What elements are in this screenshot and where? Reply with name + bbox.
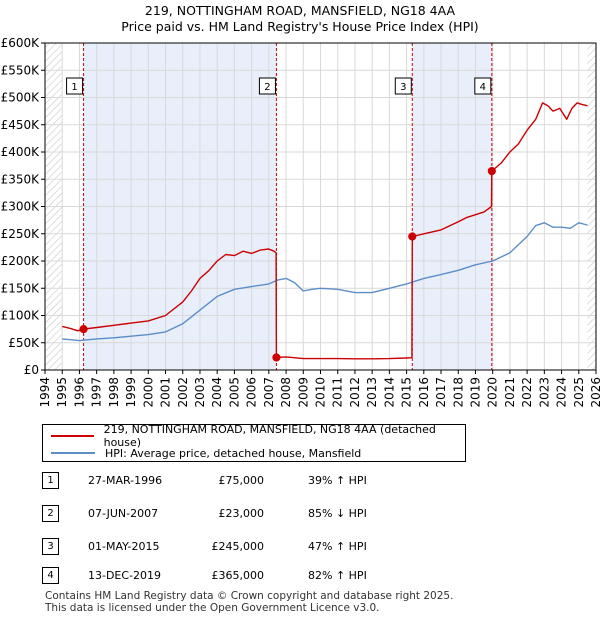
transaction-box-label: 3 xyxy=(400,82,406,93)
x-tick-label: 1994 xyxy=(38,377,52,408)
chart-legend: 219, NOTTINGHAM ROAD, MANSFIELD, NG18 4A… xyxy=(42,423,466,462)
transaction-box-label: 1 xyxy=(71,82,77,93)
x-tick-label: 1998 xyxy=(107,377,121,408)
x-tick-label: 1996 xyxy=(72,377,86,408)
x-tick-label: 1995 xyxy=(55,377,69,408)
legend-label-hpi: HPI: Average price, detached house, Mans… xyxy=(105,446,362,460)
copyright-line: Contains HM Land Registry data © Crown c… xyxy=(45,590,454,602)
transaction-row: 2 07-JUN-2007 £23,000 85% ↓ HPI xyxy=(42,505,462,523)
price-chart: £0 £50K £100K £150K £200K £250K £300K £350K £400… xyxy=(1,36,600,408)
x-tick-label: 2004 xyxy=(210,377,224,408)
x-tick-label: 2024 xyxy=(555,377,569,408)
y-tick-label: £150K xyxy=(1,281,41,295)
property-series-line xyxy=(62,102,588,360)
transaction-date: 27-MAR-1996 xyxy=(88,474,163,487)
x-tick-label: 2026 xyxy=(589,377,600,408)
x-tick-label: 2012 xyxy=(348,377,362,408)
y-tick-label: £250K xyxy=(1,227,41,241)
x-tick-label: 2010 xyxy=(314,377,328,408)
y-tick-label: £450K xyxy=(1,118,41,132)
x-tick-label: 2006 xyxy=(245,377,259,408)
x-tick-label: 2021 xyxy=(503,377,517,408)
y-tick-label: £350K xyxy=(1,172,41,186)
licence-line: This data is licensed under the Open Gov… xyxy=(45,602,380,614)
transaction-price: £23,000 xyxy=(218,507,265,520)
transaction-box xyxy=(394,77,412,95)
y-tick-label: £400K xyxy=(1,145,41,159)
transaction-row: 4 13-DEC-2019 £365,000 82% ↑ HPI xyxy=(42,567,462,585)
transaction-price: £75,000 xyxy=(218,474,265,487)
x-tick-label: 2009 xyxy=(296,377,310,408)
transaction-box-label: 2 xyxy=(264,82,270,93)
x-tick-label: 2015 xyxy=(400,377,414,408)
x-tick-label: 2013 xyxy=(365,377,379,408)
x-tick-label: 2002 xyxy=(176,377,190,408)
x-tick-label: 2017 xyxy=(434,377,448,408)
x-tick-label: 2023 xyxy=(537,377,551,408)
legend-item-property: 219, NOTTINGHAM ROAD, MANSFIELD, NG18 4A… xyxy=(51,423,465,449)
x-tick-label: 1997 xyxy=(90,377,104,408)
chart-subtitle: Price paid vs. HM Land Registry's House … xyxy=(121,19,479,34)
x-tick-label: 2007 xyxy=(262,377,276,408)
y-tick-label: £50K xyxy=(8,336,40,350)
sale-point xyxy=(79,325,88,334)
transaction-hpi: 82% ↑ HPI xyxy=(308,569,367,582)
y-tick-label: £600K xyxy=(1,36,41,50)
legend-swatch-hpi xyxy=(51,452,95,454)
x-tick-label: 2005 xyxy=(227,377,241,408)
x-tick-label: 1999 xyxy=(124,377,138,408)
x-tick-label: 2001 xyxy=(159,377,173,408)
y-tick-label: £550K xyxy=(1,63,41,77)
x-tick-label: 2016 xyxy=(417,377,431,408)
x-tick-label: 2011 xyxy=(331,377,345,408)
transaction-price: £365,000 xyxy=(211,569,265,582)
transaction-number: 4 xyxy=(42,567,59,584)
footer-notice: Contains HM Land Registry data © Crown c… xyxy=(45,590,453,614)
transaction-date: 07-JUN-2007 xyxy=(88,507,159,520)
transaction-row: 1 27-MAR-1996 £75,000 39% ↑ HPI xyxy=(42,472,462,490)
x-tick-label: 2008 xyxy=(279,377,293,408)
chart-title: 219, NOTTINGHAM ROAD, MANSFIELD, NG18 4A… xyxy=(144,3,456,18)
transaction-hpi: 47% ↑ HPI xyxy=(308,540,367,553)
y-tick-label: £300K xyxy=(1,200,41,214)
transaction-box-label: 4 xyxy=(480,82,486,93)
x-tick-label: 2022 xyxy=(520,377,534,408)
legend-label-property: 219, NOTTINGHAM ROAD, MANSFIELD, NG18 4A… xyxy=(103,423,436,449)
x-tick-label: 2003 xyxy=(193,377,207,408)
sale-point xyxy=(272,353,281,362)
hpi-series-line xyxy=(62,222,588,342)
transaction-hpi: 39% ↑ HPI xyxy=(308,474,367,487)
x-tick-label: 2019 xyxy=(468,377,482,408)
x-tick-label: 2025 xyxy=(572,377,586,408)
transaction-price: £245,000 xyxy=(211,540,265,553)
y-tick-label: £200K xyxy=(1,254,41,268)
transaction-number: 2 xyxy=(42,505,59,522)
sale-point xyxy=(408,232,417,241)
transaction-row: 3 01-MAY-2015 £245,000 47% ↑ HPI xyxy=(42,538,462,556)
legend-swatch-property xyxy=(51,435,94,437)
transaction-box xyxy=(258,77,276,95)
transaction-box xyxy=(474,77,492,95)
x-tick-label: 2014 xyxy=(382,377,396,408)
transaction-box xyxy=(66,77,84,95)
transaction-number: 3 xyxy=(42,538,59,555)
transaction-date: 01-MAY-2015 xyxy=(88,540,160,553)
x-tick-label: 2000 xyxy=(141,377,155,408)
transaction-hpi: 85% ↓ HPI xyxy=(308,507,367,520)
y-tick-label: £500K xyxy=(1,91,41,105)
transaction-date: 13-DEC-2019 xyxy=(88,569,162,582)
legend-item-hpi: HPI: Average price, detached house, Mans… xyxy=(51,446,361,460)
transaction-number: 1 xyxy=(42,472,59,489)
sale-point xyxy=(487,166,496,176)
x-tick-label: 2018 xyxy=(451,377,465,408)
x-tick-label: 2020 xyxy=(486,377,500,408)
y-tick-label: £100K xyxy=(1,309,41,323)
y-tick-label: £0 xyxy=(24,363,39,377)
